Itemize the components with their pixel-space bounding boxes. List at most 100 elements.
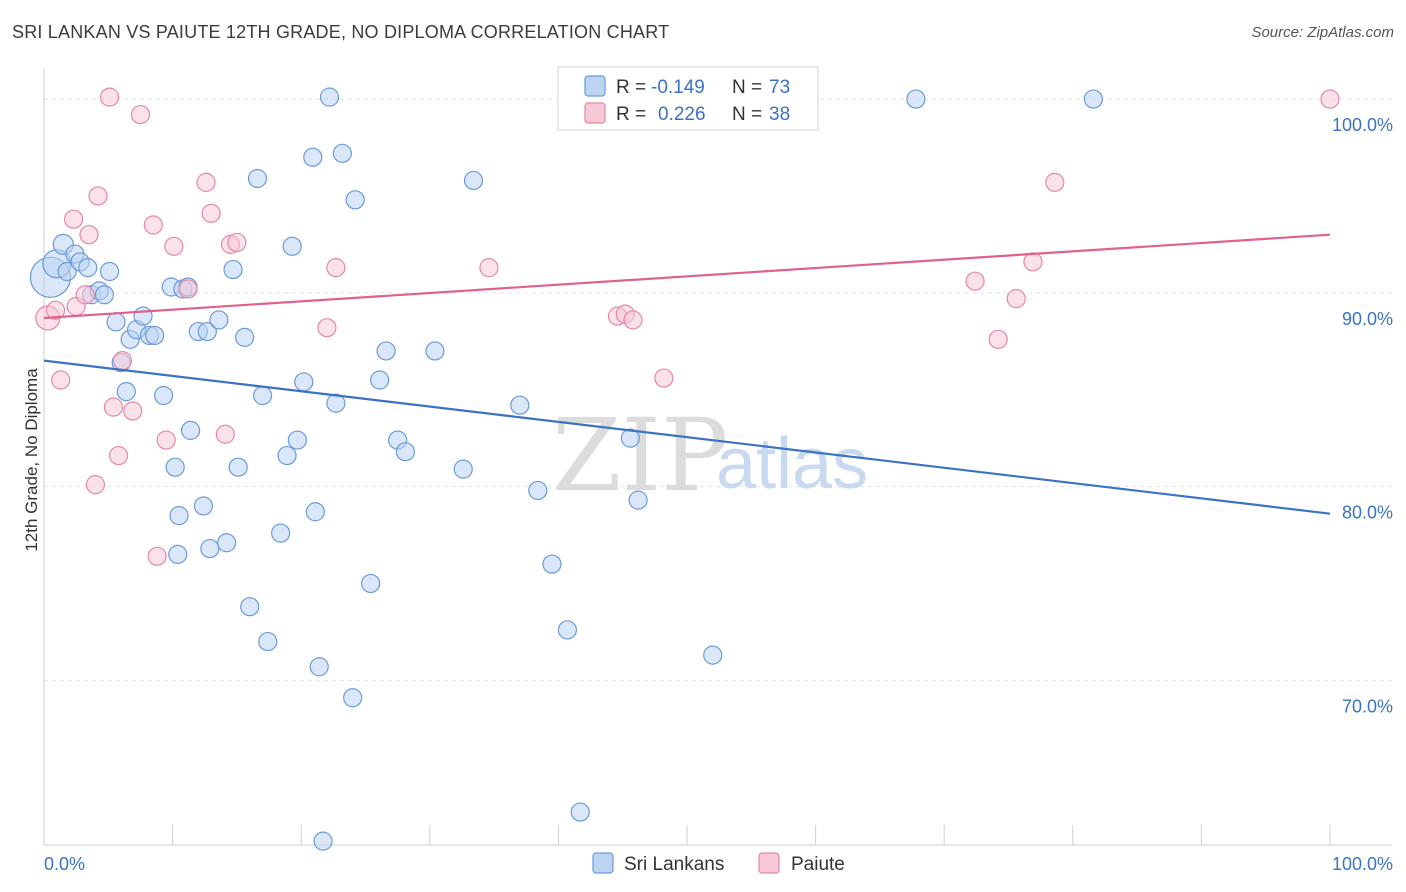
legend-label-sri-lankans: Sri Lankans bbox=[624, 854, 724, 875]
point-sri-lankans bbox=[463, 170, 484, 191]
series-legend: Sri Lankans Paiute bbox=[592, 852, 845, 875]
trend-line-paiute bbox=[43, 233, 1331, 320]
point-sri-lankans bbox=[223, 259, 243, 280]
point-sri-lankans bbox=[376, 341, 396, 361]
legend-swatch-paiute bbox=[584, 102, 606, 124]
legend-label-paiute: Paiute bbox=[791, 854, 845, 875]
point-paiute bbox=[215, 424, 235, 444]
point-sri-lankans bbox=[253, 385, 273, 406]
point-sri-lankans bbox=[271, 523, 291, 543]
x-tick-label: 0.0% bbox=[44, 854, 85, 874]
point-sri-lankans bbox=[258, 631, 278, 652]
point-paiute bbox=[63, 209, 84, 229]
point-sri-lankans bbox=[395, 442, 415, 462]
watermark-atlas: atlas bbox=[716, 424, 868, 504]
point-sri-lankans bbox=[361, 573, 381, 594]
point-paiute bbox=[965, 271, 985, 291]
point-sri-lankans bbox=[305, 502, 325, 522]
point-sri-lankans bbox=[332, 143, 352, 163]
point-paiute bbox=[130, 104, 151, 125]
point-sri-lankans bbox=[319, 87, 340, 107]
point-sri-lankans bbox=[282, 236, 302, 256]
point-paiute bbox=[988, 329, 1008, 349]
point-paiute bbox=[103, 397, 124, 417]
point-paiute bbox=[164, 236, 184, 256]
y-tick-label: 100.0% bbox=[1332, 115, 1393, 135]
axes bbox=[43, 68, 1392, 846]
point-sri-lankans bbox=[277, 445, 297, 466]
legend-n-value: 38 bbox=[769, 104, 790, 125]
point-sri-lankans bbox=[906, 89, 926, 109]
point-sri-lankans bbox=[169, 506, 189, 526]
legend-n-label: N = bbox=[732, 104, 762, 125]
legend-swatch-sri-lankans bbox=[592, 852, 614, 874]
point-sri-lankans bbox=[345, 190, 365, 210]
point-sri-lankans bbox=[144, 325, 165, 346]
point-paiute bbox=[112, 351, 133, 371]
point-sri-lankans bbox=[165, 457, 185, 477]
x-tick-label: 100.0% bbox=[1332, 854, 1393, 874]
point-paiute bbox=[123, 401, 143, 421]
point-paiute bbox=[85, 475, 106, 495]
point-sri-lankans bbox=[193, 496, 214, 516]
legend-n-value: 73 bbox=[769, 77, 790, 98]
y-tick-label: 90.0% bbox=[1342, 309, 1393, 329]
point-sri-lankans bbox=[542, 554, 562, 574]
point-sri-lankans bbox=[116, 382, 136, 402]
point-paiute bbox=[1006, 289, 1026, 309]
point-sri-lankans bbox=[133, 306, 153, 326]
legend-r-label: R = bbox=[616, 77, 646, 98]
point-sri-lankans bbox=[247, 168, 268, 189]
legend-n-label: N = bbox=[732, 77, 762, 98]
point-paiute bbox=[201, 203, 221, 223]
point-sri-lankans bbox=[620, 428, 641, 448]
point-sri-lankans bbox=[153, 385, 174, 406]
point-sri-lankans bbox=[287, 430, 307, 450]
chart-title: SRI LANKAN VS PAIUTE 12TH GRADE, NO DIPL… bbox=[12, 22, 670, 42]
point-paiute bbox=[654, 368, 674, 388]
source-credit: Source: ZipAtlas.com bbox=[1251, 24, 1394, 41]
point-paiute bbox=[108, 445, 129, 466]
stats-legend: R = -0.149 N = 73 R = 0.226 N = 38 bbox=[557, 66, 819, 131]
point-sri-lankans bbox=[240, 597, 260, 617]
point-sri-lankans bbox=[510, 395, 530, 415]
point-paiute bbox=[479, 258, 499, 278]
point-sri-lankans bbox=[453, 459, 473, 479]
point-sri-lankans bbox=[200, 538, 220, 559]
point-paiute bbox=[75, 285, 95, 305]
point-paiute bbox=[156, 430, 176, 450]
point-paiute bbox=[317, 318, 337, 338]
trend-lines bbox=[43, 233, 1331, 515]
point-sri-lankans bbox=[703, 645, 723, 665]
point-paiute bbox=[88, 186, 108, 206]
legend-swatch-sri-lankans bbox=[584, 75, 606, 97]
point-sri-lankans bbox=[94, 285, 115, 305]
tick-labels: 100.0% 90.0% 80.0% 70.0% 0.0% 100.0% bbox=[44, 115, 1393, 874]
point-paiute bbox=[79, 225, 99, 245]
point-sri-lankans bbox=[570, 802, 590, 822]
point-sri-lankans bbox=[1083, 89, 1103, 109]
point-sri-lankans bbox=[309, 657, 329, 677]
point-sri-lankans bbox=[78, 258, 98, 278]
point-sri-lankans bbox=[217, 533, 237, 553]
point-paiute bbox=[178, 279, 198, 299]
legend-r-label: R = bbox=[616, 104, 646, 125]
legend-r-value: 0.226 bbox=[658, 104, 706, 125]
point-sri-lankans bbox=[99, 261, 120, 282]
point-sri-lankans bbox=[313, 831, 333, 851]
grid-lines bbox=[44, 98, 1392, 681]
point-paiute bbox=[326, 258, 346, 278]
point-sri-lankans bbox=[106, 312, 126, 332]
point-paiute bbox=[196, 172, 216, 192]
point-sri-lankans bbox=[528, 480, 548, 501]
point-paiute bbox=[1023, 252, 1043, 272]
legend-swatch-paiute bbox=[758, 852, 780, 874]
point-sri-lankans bbox=[628, 490, 648, 510]
y-tick-label: 80.0% bbox=[1342, 503, 1393, 523]
point-sri-lankans bbox=[425, 341, 445, 361]
watermark: ZIP atlas bbox=[552, 397, 868, 514]
point-paiute bbox=[99, 87, 120, 107]
point-sri-lankans bbox=[181, 420, 201, 440]
point-paiute bbox=[1045, 172, 1065, 192]
